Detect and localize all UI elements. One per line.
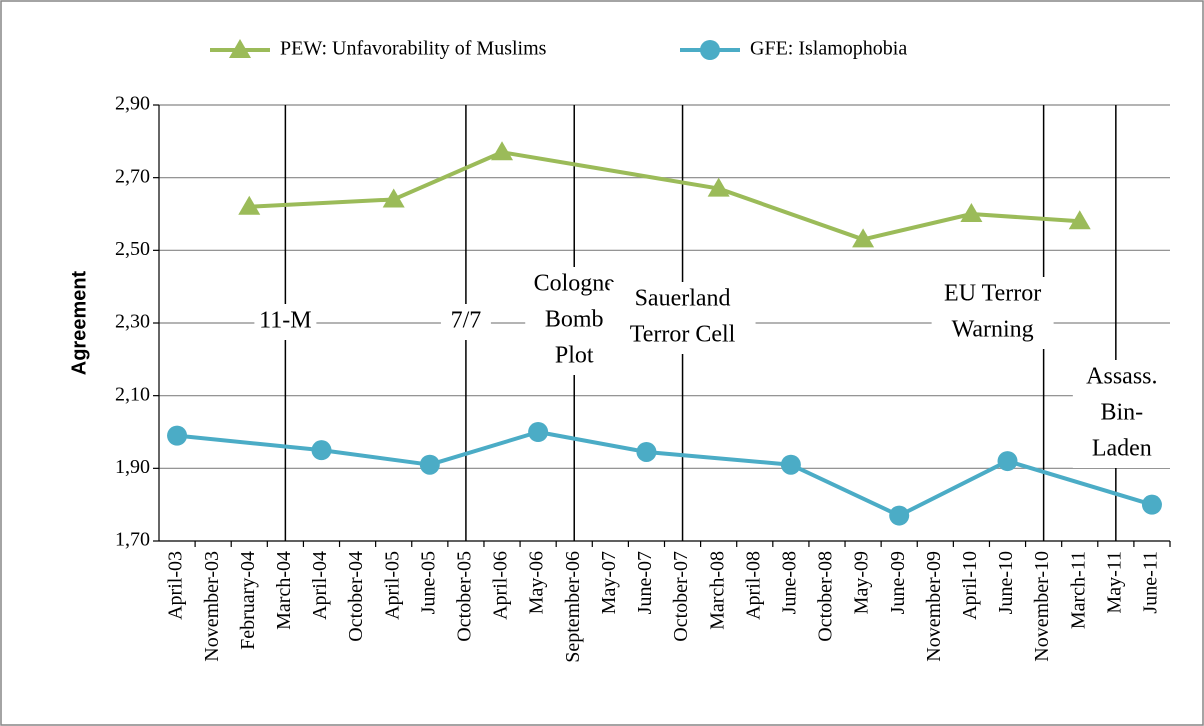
y-tick-label: 2,50 xyxy=(115,238,150,260)
x-tick-label: June-07 xyxy=(634,551,656,614)
legend-label: PEW: Unfavorability of Muslims xyxy=(280,38,547,60)
x-tick-label: June-10 xyxy=(995,551,1017,614)
x-tick-label: October-04 xyxy=(345,551,367,642)
y-tick-label: 2,10 xyxy=(115,383,150,405)
x-tick-label: April-10 xyxy=(959,551,981,620)
marker xyxy=(238,195,261,215)
event-label-text: Warning xyxy=(952,317,1034,343)
x-tick-label: March-11 xyxy=(1067,551,1089,629)
x-tick-label: May-07 xyxy=(598,551,620,614)
marker xyxy=(852,228,875,248)
x-tick-label: May-06 xyxy=(526,551,548,614)
x-tick-label: March-04 xyxy=(273,551,295,630)
x-tick-label: October-05 xyxy=(454,551,476,642)
event-label: EU Terror Warning xyxy=(931,277,1054,349)
event-label-bg xyxy=(931,277,1054,349)
legend-marker xyxy=(700,40,720,60)
event-label-text: 11-M xyxy=(259,308,311,334)
event-label-text: Terror Cell xyxy=(630,322,736,348)
event-label-text: Bomb xyxy=(545,307,604,333)
x-tick-label: April-05 xyxy=(381,551,403,620)
x-tick-label: April-08 xyxy=(742,551,764,620)
marker xyxy=(780,454,801,475)
y-tick-label: 1,70 xyxy=(115,529,150,551)
marker xyxy=(419,454,440,475)
marker xyxy=(1141,494,1162,515)
x-tick-label: June-09 xyxy=(887,551,909,614)
y-tick-label: 2,70 xyxy=(115,165,150,187)
x-tick-label: November-09 xyxy=(923,551,945,662)
marker xyxy=(636,441,657,462)
event-label-text: Plot xyxy=(555,343,594,369)
x-tick-label: June-11 xyxy=(1140,551,1162,614)
x-tick-label: March-08 xyxy=(706,551,728,630)
y-tick-label: 1,90 xyxy=(115,456,150,478)
marker xyxy=(707,177,730,197)
event-label-text: Laden xyxy=(1092,436,1152,462)
x-tick-label: May-09 xyxy=(851,551,873,614)
x-tick-label: June-05 xyxy=(417,551,439,614)
x-tick-label: April-06 xyxy=(490,551,512,620)
x-tick-label: April-04 xyxy=(309,551,331,620)
x-tick-label: April-03 xyxy=(165,551,187,620)
event-label-bg xyxy=(1072,360,1171,468)
marker xyxy=(960,203,983,222)
marker xyxy=(1068,210,1091,230)
x-tick-label: November-03 xyxy=(201,551,223,662)
x-tick-label: June-08 xyxy=(778,551,800,614)
y-axis-title: Agreement xyxy=(68,270,90,375)
x-tick-label: February-04 xyxy=(237,551,259,650)
x-tick-label: October-08 xyxy=(815,551,837,642)
event-label-text: Bin- xyxy=(1101,400,1144,426)
event-label: Cologne Bomb Plot xyxy=(525,267,624,375)
y-tick-label: 2,30 xyxy=(115,311,150,333)
marker xyxy=(382,188,405,208)
event-label-bg xyxy=(440,304,491,340)
event-label: Assass. Bin- Laden xyxy=(1072,360,1171,468)
legend-label: GFE: Islamophobia xyxy=(750,38,907,60)
x-tick-label: May-11 xyxy=(1103,551,1125,614)
marker xyxy=(528,422,549,442)
event-label-bg xyxy=(254,304,317,340)
event-label-text: Assass. xyxy=(1086,364,1157,390)
legend-marker xyxy=(229,39,251,58)
x-tick-label: November-10 xyxy=(1031,551,1053,662)
x-tick-label: October-07 xyxy=(670,551,692,642)
x-tick-label: September-06 xyxy=(562,551,584,663)
marker xyxy=(491,141,514,161)
event-label-text: Cologne xyxy=(534,271,615,297)
event-label-text: Sauerland xyxy=(635,286,731,312)
event-label-bg xyxy=(525,267,624,375)
marker xyxy=(889,505,910,526)
event-label: Sauerland Terror Cell xyxy=(609,282,756,354)
event-label-bg xyxy=(609,282,756,354)
event-label-text: 7/7 xyxy=(451,308,482,334)
marker xyxy=(167,425,188,446)
marker xyxy=(997,451,1018,472)
event-label: 11-M xyxy=(254,304,317,340)
marker xyxy=(311,440,332,461)
event-label: 7/7 xyxy=(440,304,491,340)
y-tick-label: 2,90 xyxy=(115,93,150,115)
event-label-text: EU Terror xyxy=(944,281,1041,307)
